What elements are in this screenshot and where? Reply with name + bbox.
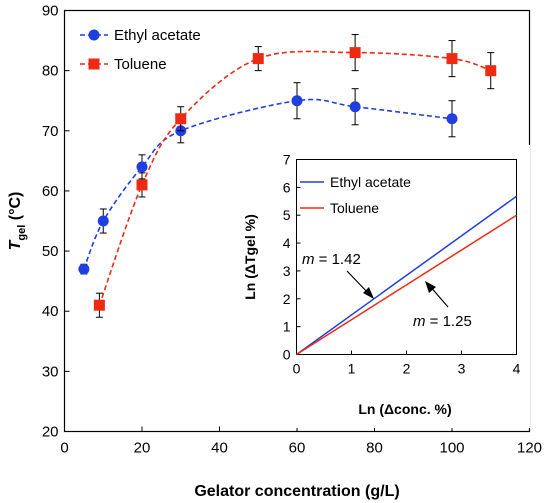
- inset-chart: 0 1 2 3 4 5 6 7 0 1 2 3 4 Ln (Δconc. %) Ln (ΔTgel %…: [233, 145, 530, 428]
- inset-legend-label-toluene: Toluene: [330, 200, 379, 216]
- inset-line-toluene: [296, 214, 517, 356]
- inset-y-tick-label: 5: [283, 207, 291, 223]
- main-y-tick-label: 70: [42, 123, 59, 140]
- data-point-toluene: [485, 65, 497, 77]
- inset-x-tick-label: 4: [513, 361, 521, 377]
- main-legend: Ethyl acetate Toluene: [80, 27, 201, 73]
- inset-y-tick-label: 1: [283, 319, 291, 335]
- slope-arrowhead-ethyl: [363, 287, 374, 299]
- inset-annotations: m = 1.42 m = 1.25: [302, 251, 472, 330]
- data-point-ethyl: [136, 161, 148, 173]
- main-x-axis-title: Gelator concentration (g/L): [194, 483, 399, 500]
- slope-label-ethyl: m = 1.42: [302, 251, 361, 268]
- inset-y-tick-label: 7: [283, 152, 291, 168]
- main-x-tick-label: 100: [439, 440, 464, 457]
- main-x-tick-label: 120: [517, 440, 542, 457]
- data-point-ethyl: [349, 101, 361, 113]
- main-y-tick-label: 20: [42, 424, 59, 441]
- main-x-tick-label: 80: [366, 440, 383, 457]
- main-y-axis-title: Tgel (°C): [7, 192, 28, 251]
- inset-y-tick-label: 0: [283, 347, 291, 363]
- main-points: [78, 34, 497, 318]
- slope-label-toluene: m = 1.25: [413, 313, 472, 330]
- data-point-ethyl: [446, 113, 458, 125]
- inset-legend-label-ethyl: Ethyl acetate: [330, 174, 411, 190]
- data-point-toluene: [93, 299, 105, 311]
- inset-y-axis-title: Ln (ΔTgel %): [242, 214, 258, 300]
- data-point-ethyl: [291, 95, 303, 107]
- main-x-tick-label: 60: [289, 440, 306, 457]
- main-y-tick-label: 60: [42, 183, 59, 200]
- legend-label-ethyl: Ethyl acetate: [114, 27, 201, 44]
- main-y-tick-label: 30: [42, 363, 59, 380]
- inset-legend: Ethyl acetate Toluene: [300, 174, 411, 216]
- inset-x-tick-label: 1: [348, 361, 356, 377]
- data-point-toluene: [349, 47, 361, 59]
- inset-line-ethyl: [296, 195, 517, 356]
- data-point-toluene: [446, 53, 458, 65]
- data-point-ethyl: [97, 215, 109, 227]
- legend-marker-ethyl: [88, 29, 100, 41]
- inset-background: [233, 145, 530, 428]
- main-y-tick-label: 80: [42, 63, 59, 80]
- main-x-tick-label: 20: [134, 440, 151, 457]
- inset-lines: [296, 195, 517, 356]
- legend-marker-toluene: [88, 58, 100, 70]
- inset-x-axis-title: Ln (Δconc. %): [358, 401, 451, 417]
- inset-y-tick-label: 4: [283, 235, 291, 251]
- inset-x-tick-label: 3: [458, 361, 466, 377]
- inset-y-tick-label: 6: [283, 179, 291, 195]
- data-point-toluene: [175, 113, 187, 125]
- main-x-tick-label: 40: [211, 440, 228, 457]
- slope-arrowhead-toluene: [425, 281, 436, 293]
- legend-label-toluene: Toluene: [114, 56, 167, 73]
- main-y-tick-label: 50: [42, 243, 59, 260]
- main-y-ticks: 20 30 40 50 60 70 80 90: [42, 3, 70, 441]
- main-y-tick-label: 90: [42, 3, 59, 20]
- data-point-ethyl: [78, 263, 90, 275]
- main-x-tick-label: 0: [60, 440, 68, 457]
- inset-y-tick-label: 2: [283, 291, 291, 307]
- inset-y-tick-label: 3: [283, 263, 291, 279]
- main-x-ticks: 0 20 40 60 80 100 120: [60, 426, 542, 457]
- data-point-toluene: [252, 53, 264, 65]
- inset-y-ticks: 0 1 2 3 4 5 6 7: [283, 152, 301, 363]
- main-y-tick-label: 40: [42, 303, 59, 320]
- inset-x-tick-label: 2: [403, 361, 411, 377]
- inset-x-tick-label: 0: [293, 361, 301, 377]
- series-curve-toluene: [98, 50, 492, 306]
- data-point-toluene: [136, 179, 148, 191]
